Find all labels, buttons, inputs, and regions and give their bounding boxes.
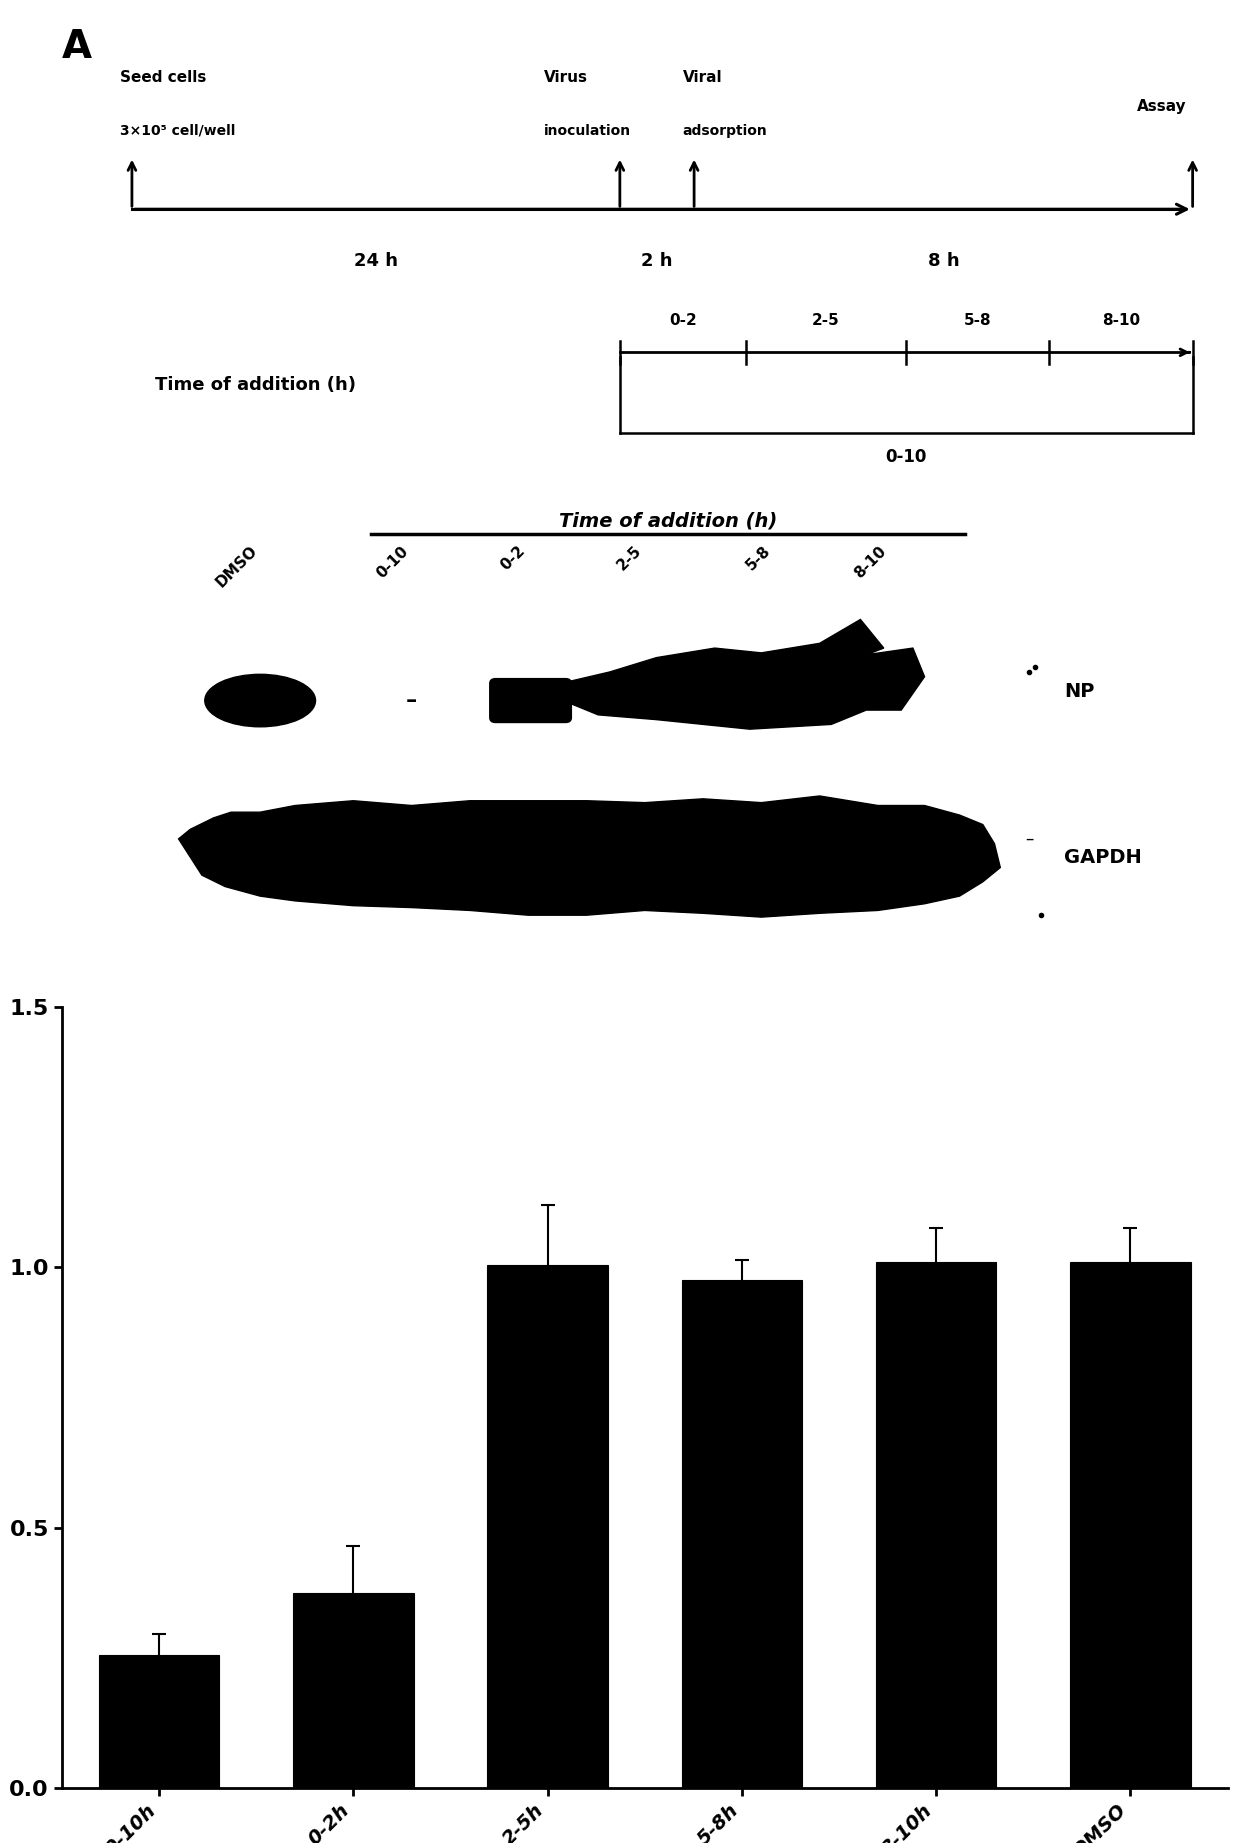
Bar: [487, 1264, 608, 1788]
Text: 2-5: 2-5: [615, 544, 645, 573]
Text: 8-10: 8-10: [1102, 313, 1140, 328]
Text: adsorption: adsorption: [682, 123, 768, 138]
Text: Seed cells: Seed cells: [120, 70, 207, 85]
Text: 2 h: 2 h: [641, 252, 673, 271]
Text: 3×10⁵ cell/well: 3×10⁵ cell/well: [120, 123, 236, 138]
FancyBboxPatch shape: [490, 678, 572, 722]
Text: 24 h: 24 h: [353, 252, 398, 271]
Text: 5-8: 5-8: [743, 544, 773, 573]
Ellipse shape: [205, 675, 315, 726]
Text: Time of addition (h): Time of addition (h): [155, 376, 356, 394]
Bar: [293, 1592, 414, 1788]
Polygon shape: [179, 796, 1001, 918]
Text: Assay: Assay: [1137, 100, 1187, 114]
Text: DMSO: DMSO: [213, 544, 260, 590]
Bar: [875, 1262, 997, 1788]
Text: inoculation: inoculation: [544, 123, 631, 138]
Text: 8-10: 8-10: [852, 544, 889, 581]
Bar: [682, 1281, 802, 1788]
Text: 8 h: 8 h: [928, 252, 960, 271]
Text: 0-10: 0-10: [885, 448, 928, 466]
Text: A: A: [62, 28, 92, 66]
Text: 0-10: 0-10: [374, 544, 412, 581]
Bar: [99, 1655, 219, 1788]
Text: 0-2: 0-2: [670, 313, 697, 328]
Text: –: –: [1025, 829, 1034, 848]
Text: 2-5: 2-5: [812, 313, 839, 328]
Text: NP: NP: [1064, 682, 1095, 700]
Text: 5-8: 5-8: [963, 313, 992, 328]
Text: Virus: Virus: [544, 70, 588, 85]
Text: Viral: Viral: [682, 70, 722, 85]
Bar: [1070, 1262, 1190, 1788]
Text: 0-2: 0-2: [498, 544, 528, 573]
Text: GAPDH: GAPDH: [1064, 848, 1142, 868]
Text: Time of addition (h): Time of addition (h): [559, 512, 777, 531]
Polygon shape: [546, 619, 925, 730]
Text: –: –: [405, 691, 418, 711]
